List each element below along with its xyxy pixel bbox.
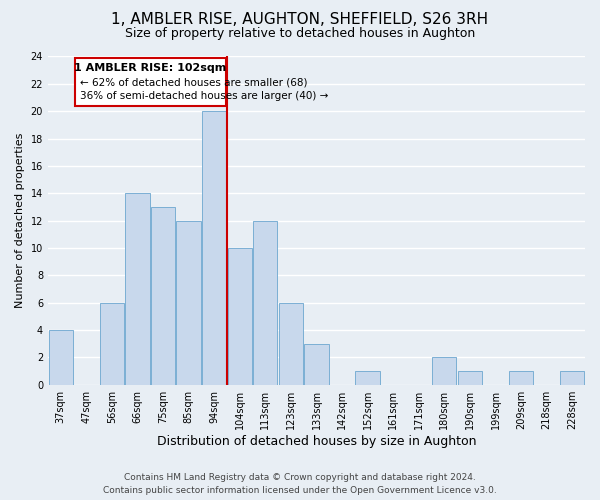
Text: Size of property relative to detached houses in Aughton: Size of property relative to detached ho… [125, 28, 475, 40]
Text: 36% of semi-detached houses are larger (40) →: 36% of semi-detached houses are larger (… [80, 90, 328, 101]
Text: 1, AMBLER RISE, AUGHTON, SHEFFIELD, S26 3RH: 1, AMBLER RISE, AUGHTON, SHEFFIELD, S26 … [112, 12, 488, 28]
Bar [253, 220, 277, 384]
Bar [100, 302, 124, 384]
Bar [458, 371, 482, 384]
X-axis label: Distribution of detached houses by size in Aughton: Distribution of detached houses by size … [157, 434, 476, 448]
Text: 1 AMBLER RISE: 102sqm: 1 AMBLER RISE: 102sqm [74, 64, 226, 74]
Bar [509, 371, 533, 384]
Bar [151, 207, 175, 384]
Text: Contains HM Land Registry data © Crown copyright and database right 2024.
Contai: Contains HM Land Registry data © Crown c… [103, 473, 497, 495]
Bar [279, 302, 303, 384]
Bar [432, 358, 457, 384]
FancyBboxPatch shape [75, 58, 226, 106]
Text: ← 62% of detached houses are smaller (68): ← 62% of detached houses are smaller (68… [80, 77, 307, 87]
Bar [560, 371, 584, 384]
Y-axis label: Number of detached properties: Number of detached properties [15, 133, 25, 308]
Bar [202, 111, 226, 384]
Bar [227, 248, 252, 384]
Bar [176, 220, 201, 384]
Bar [125, 194, 149, 384]
Bar [304, 344, 329, 384]
Bar [355, 371, 380, 384]
Bar [49, 330, 73, 384]
